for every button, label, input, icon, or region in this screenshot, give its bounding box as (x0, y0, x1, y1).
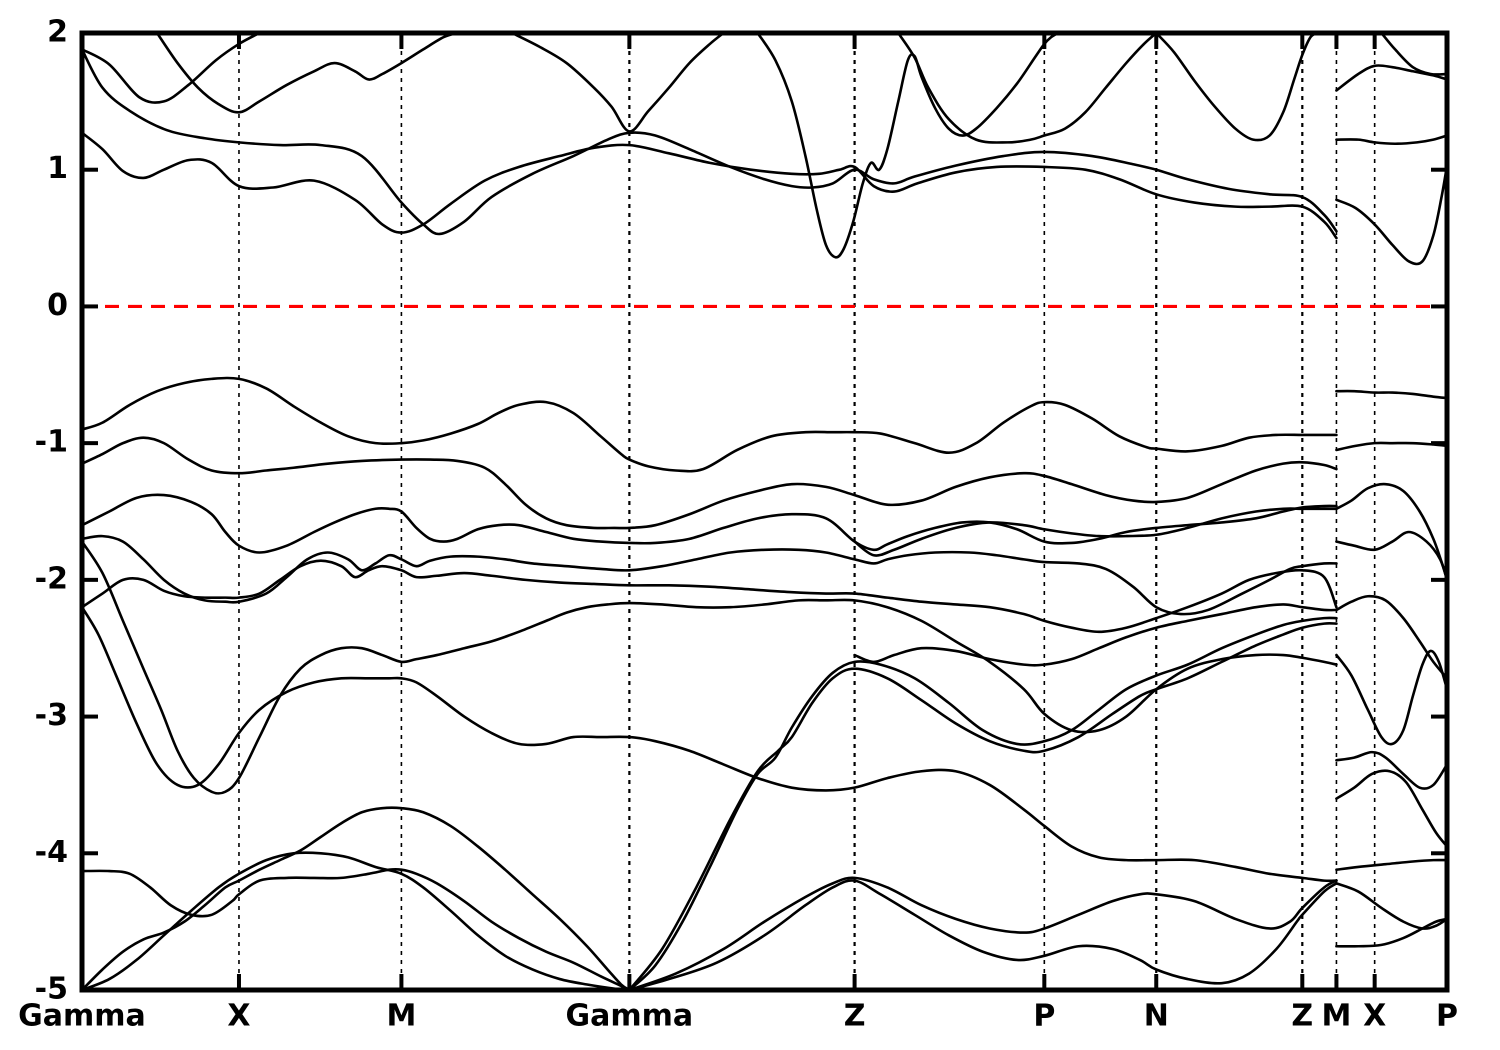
x-tick-label-0-gamma: Gamma (18, 999, 146, 1034)
band-curve-vb-5 (82, 559, 1338, 634)
band-curve-vb-14-deep (628, 879, 1338, 990)
band-curve-vb-right-10 (1335, 882, 1447, 930)
band-curve-vb-10 (82, 851, 631, 990)
band-curve-cb-5 (510, 33, 725, 133)
x-tick-label-10-p: P (1436, 999, 1458, 1034)
band-curve-cb-10 (1335, 134, 1447, 146)
band-curve-vb-12-gz (628, 622, 1338, 990)
y-tick-label--5: -5 (35, 972, 68, 1007)
y-tick-label--3: -3 (35, 698, 68, 733)
x-tick-label-3-gamma: Gamma (566, 999, 694, 1034)
band-curve-vb-right-2 (1335, 441, 1447, 452)
y-axis-tick-labels: 2 1 0 -1 -2 -3 -4 -5 (35, 15, 68, 1007)
band-curve-vb-right-8 (1335, 769, 1447, 848)
band-curve-cb-6 (756, 33, 1060, 259)
band-curve-cb-11 (1335, 164, 1447, 266)
band-curve-vb-6 (82, 540, 1338, 795)
y-tick-label--4: -4 (35, 835, 68, 870)
band-curve-vb-right-1 (1335, 389, 1447, 400)
gridlines (238, 33, 1376, 990)
band-curve-cb-3 (82, 131, 1338, 240)
band-curve-vb-right-6 (1335, 649, 1447, 746)
band-curve-vb-right-11 (1335, 917, 1447, 948)
band-curve-cb-1 (82, 33, 261, 104)
band-curve-vb-15-zp (853, 507, 1338, 557)
x-tick-label-5-p: P (1033, 999, 1055, 1034)
y-tick-label-2: 2 (47, 15, 68, 50)
band-curves (82, 33, 1447, 990)
band-curve-cb-9 (1335, 64, 1447, 92)
band-curve-cb-8 (1154, 33, 1319, 142)
x-tick-label-2-m: M (386, 999, 416, 1034)
band-curve-vb-1 (82, 376, 1338, 473)
band-curve-vb-2 (82, 436, 1338, 530)
y-tick-label--2: -2 (35, 561, 68, 596)
y-tick-label-0: 0 (47, 288, 68, 323)
band-curve-vb-right-9 (1335, 858, 1447, 871)
x-tick-label-6-n: N (1144, 999, 1169, 1034)
band-curve-cb-2 (82, 48, 1338, 236)
x-tick-label-9-x: X (1363, 999, 1386, 1034)
band-curve-vb-7 (82, 605, 1338, 883)
x-tick-label-8-m: M (1322, 999, 1352, 1034)
band-curve-vb-right-7 (1335, 750, 1447, 790)
band-curve-vb-3 (82, 493, 1338, 554)
axes-frame (79, 30, 1450, 993)
x-axis-tick-labels: Gamma X M Gamma Z P N Z M X P (18, 999, 1458, 1034)
x-tick-label-7-z: Z (1291, 999, 1313, 1034)
tick-marks (82, 33, 1447, 990)
band-curve-cb-4 (155, 33, 459, 114)
band-curve-cb-7 (896, 33, 1158, 144)
x-tick-label-1-x: X (227, 999, 250, 1034)
y-tick-label-1: 1 (47, 151, 68, 186)
band-curve-vb-4 (82, 534, 1338, 616)
band-curve-vb-11-gz (628, 616, 1338, 990)
x-tick-label-4-z: Z (844, 999, 866, 1034)
band-curve-vb-16-zp (853, 603, 1338, 667)
y-tick-label--1: -1 (35, 425, 68, 460)
band-curve-vb-right-5 (1335, 594, 1447, 680)
band-curve-vb-13-deep (628, 876, 1338, 990)
band-curve-vb-right-3 (1335, 482, 1447, 582)
plot-frame (79, 30, 1450, 993)
band-curve-cb-12 (1380, 33, 1447, 76)
band-curve-vb-right-4 (1335, 530, 1447, 582)
band-curve-vb-8 (82, 867, 631, 990)
